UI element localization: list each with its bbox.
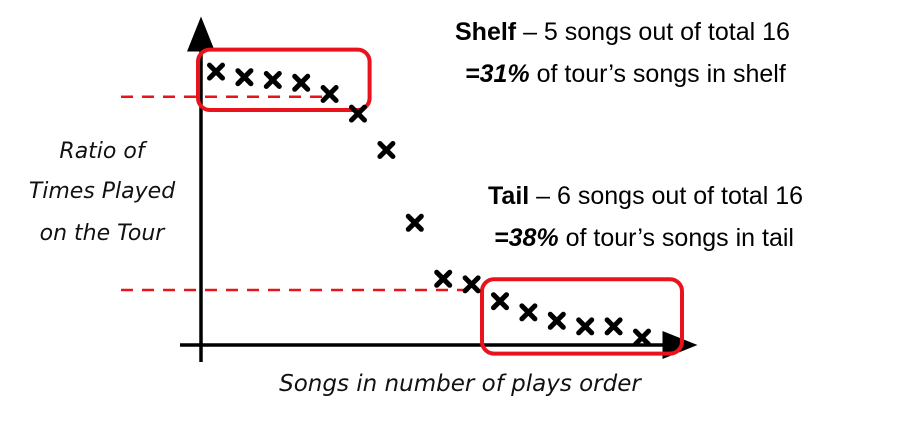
- data-point-4: [292, 73, 311, 92]
- tail-percent-text: of tour’s songs in tail: [558, 224, 794, 252]
- tail-text: – 6 songs out of total 16: [529, 182, 804, 210]
- data-point-13: [547, 311, 566, 330]
- tail-percent: =38%: [494, 224, 559, 252]
- shelf-percent: =31%: [465, 60, 530, 88]
- shelf-percent-text: of tour’s songs in shelf: [529, 60, 786, 88]
- data-points: [207, 62, 651, 347]
- data-point-6: [349, 104, 367, 123]
- data-point-5: [320, 85, 339, 103]
- shelf-highlight-box: [196, 47, 372, 112]
- data-point-11: [491, 292, 509, 311]
- y-axis-label-line-2: Times Played: [29, 179, 176, 204]
- shelf-annotation-line-2: =31% of tour’s songs in shelf: [465, 60, 786, 89]
- data-point-10: [462, 275, 481, 294]
- data-point-8: [405, 213, 424, 232]
- tail-annotation-line-2: =38% of tour’s songs in tail: [494, 224, 794, 253]
- data-point-14: [576, 317, 595, 336]
- data-point-15: [604, 317, 623, 336]
- shelf-annotation-line-1: Shelf – 5 songs out of total 16: [455, 18, 790, 47]
- data-point-16: [633, 328, 651, 347]
- tail-title: Tail: [488, 182, 530, 210]
- y-axis-label-line-3: on the Tour: [40, 221, 167, 246]
- x-axis-label: Songs in number of plays order: [279, 371, 642, 397]
- tail-highlight-box: [480, 277, 684, 356]
- tail-annotation-line-1: Tail – 6 songs out of total 16: [488, 182, 803, 211]
- shelf-title: Shelf: [455, 18, 517, 46]
- data-point-2: [235, 68, 254, 87]
- data-point-1: [207, 62, 225, 81]
- shelf-text: – 5 songs out of total 16: [516, 18, 790, 46]
- y-axis-label-line-1: Ratio of: [59, 139, 147, 164]
- data-point-7: [377, 141, 396, 159]
- data-point-9: [434, 269, 453, 288]
- data-point-3: [263, 71, 282, 89]
- data-point-12: [519, 303, 538, 322]
